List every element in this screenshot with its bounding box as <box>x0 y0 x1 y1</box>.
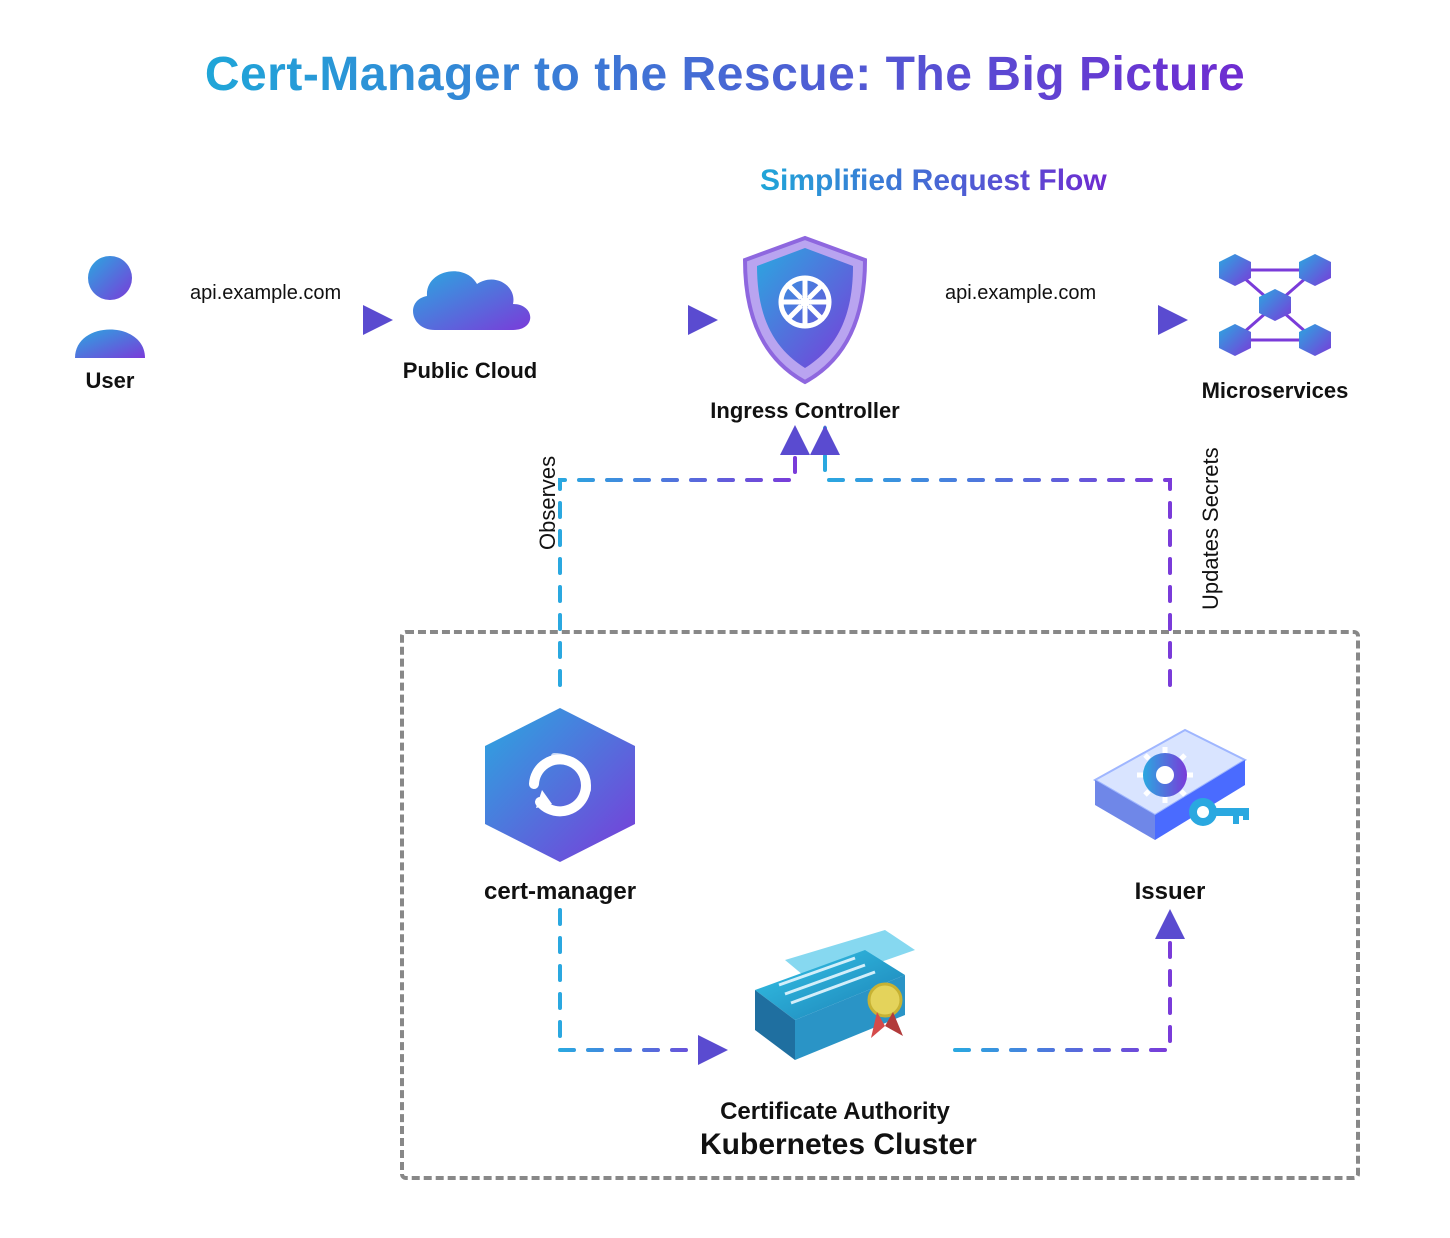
shield-icon <box>725 230 885 390</box>
edge-cm-to-ca <box>560 910 725 1050</box>
certmgr-icon <box>465 700 655 870</box>
microservices-icon <box>1195 240 1355 370</box>
node-ingress: Ingress Controller <box>720 230 890 424</box>
node-user: User <box>55 250 165 394</box>
node-microservices-label: Microservices <box>1202 378 1349 404</box>
edge-label-updates-secrets: Updates Secrets <box>1198 447 1224 610</box>
cloud-icon <box>395 250 545 350</box>
node-certmgr-label: cert-manager <box>484 878 636 906</box>
diagram-canvas: Cert-Manager to the Rescue: The Big Pict… <box>0 0 1450 1238</box>
node-ingress-label: Ingress Controller <box>710 398 899 424</box>
node-cloud: Public Cloud <box>395 250 545 384</box>
edge-label-observes: Observes <box>535 456 561 550</box>
node-ca: Certificate Authority <box>720 920 950 1126</box>
node-issuer: Issuer <box>1070 700 1270 906</box>
edge-ca-to-issuer <box>955 912 1170 1050</box>
node-microservices: Microservices <box>1190 240 1360 404</box>
node-certmgr: cert-manager <box>460 700 660 906</box>
node-user-label: User <box>86 368 135 394</box>
node-cloud-label: Public Cloud <box>403 358 537 384</box>
issuer-icon <box>1075 700 1265 870</box>
edge-issuer-to-ingress <box>825 428 1170 685</box>
edge-cm-to-ingress <box>560 428 795 685</box>
edge-label-ingress-to-ms: api.example.com <box>945 282 1096 305</box>
user-icon <box>65 250 155 360</box>
node-ca-label: Certificate Authority <box>720 1098 950 1126</box>
ca-icon <box>725 920 945 1090</box>
node-issuer-label: Issuer <box>1135 878 1206 906</box>
edge-label-user-to-cloud: api.example.com <box>190 282 341 305</box>
